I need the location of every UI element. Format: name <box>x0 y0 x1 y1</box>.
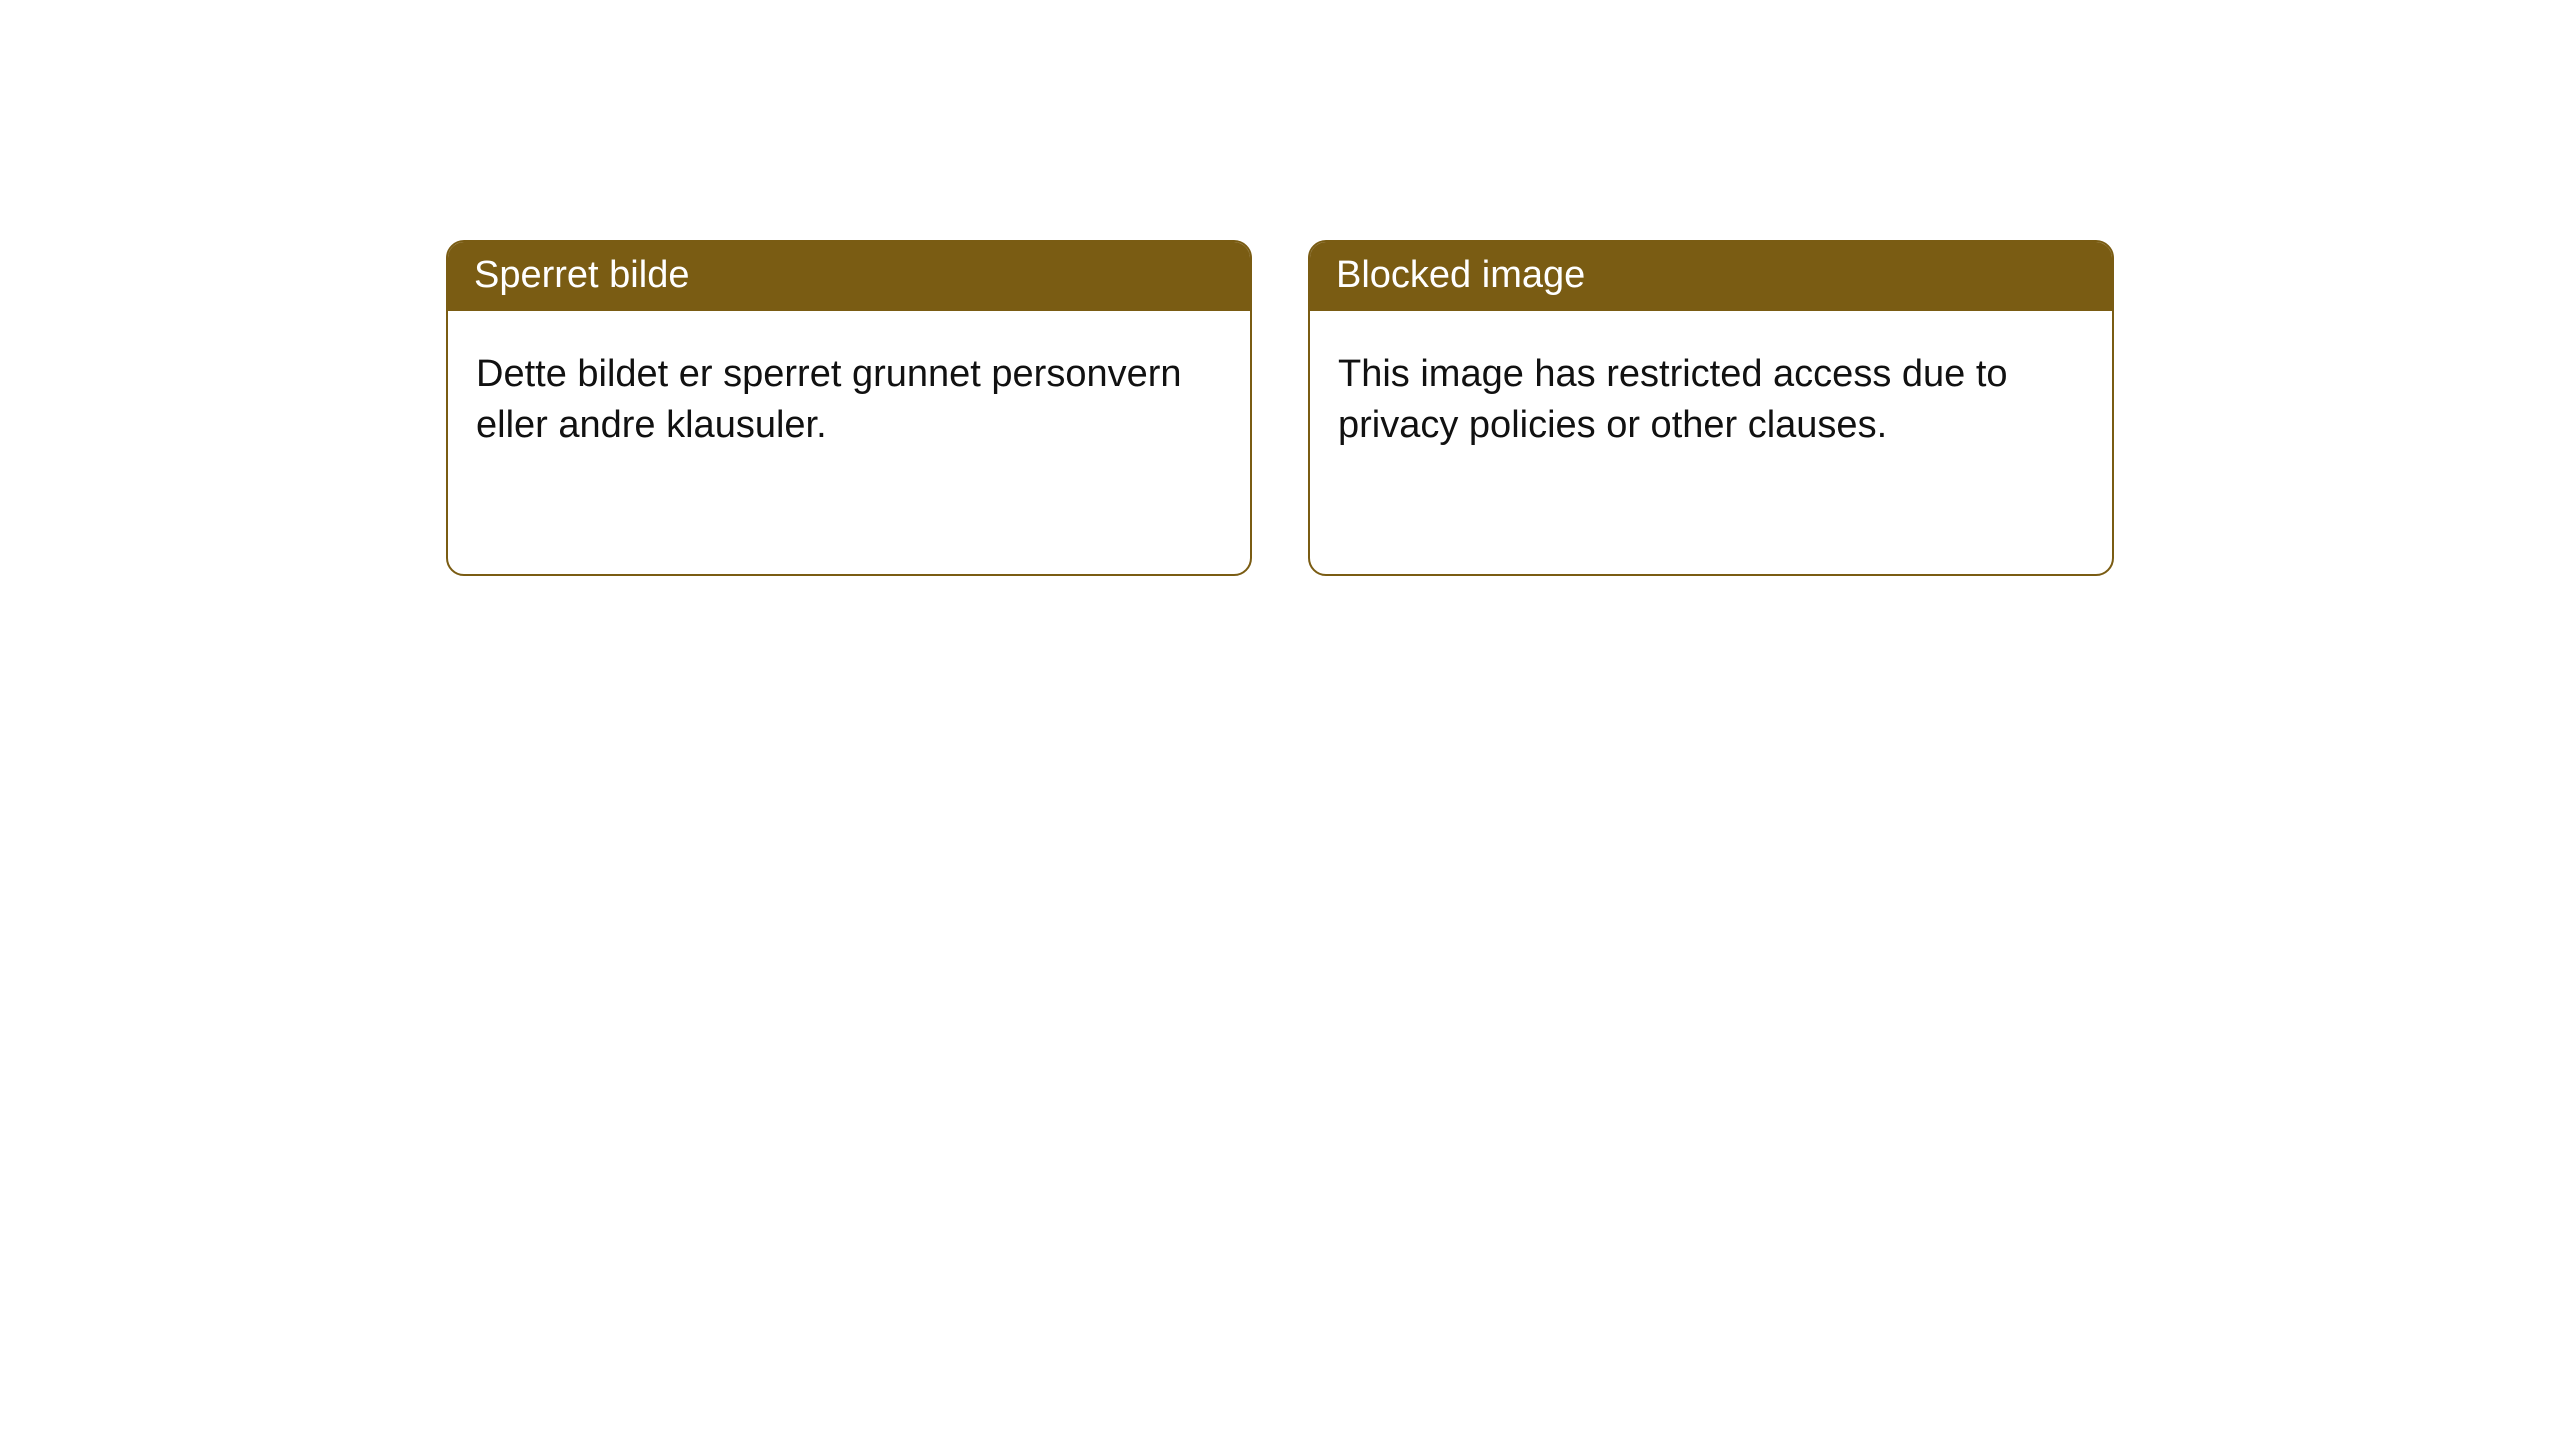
notice-body-english: This image has restricted access due to … <box>1310 311 2112 490</box>
notice-body-norwegian: Dette bildet er sperret grunnet personve… <box>448 311 1250 490</box>
notice-title-norwegian: Sperret bilde <box>448 242 1250 311</box>
notice-box-english: Blocked image This image has restricted … <box>1308 240 2114 576</box>
notice-box-norwegian: Sperret bilde Dette bildet er sperret gr… <box>446 240 1252 576</box>
notice-title-english: Blocked image <box>1310 242 2112 311</box>
notice-container: Sperret bilde Dette bildet er sperret gr… <box>0 0 2560 576</box>
